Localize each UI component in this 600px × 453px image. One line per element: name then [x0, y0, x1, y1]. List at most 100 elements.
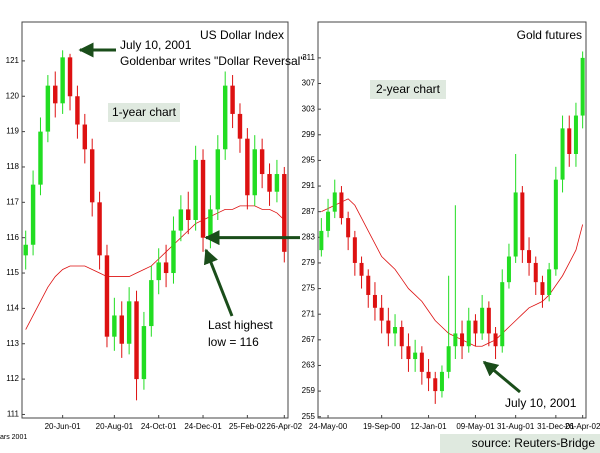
- x-tick-label: 12-Jan-01: [411, 422, 448, 431]
- candle-body: [82, 124, 88, 150]
- y-tick-label: 311: [302, 53, 315, 62]
- label-box: [108, 103, 180, 122]
- y-tick-label: 299: [302, 130, 316, 139]
- candle-body: [126, 301, 132, 344]
- candle-body: [359, 262, 364, 276]
- candle-body: [406, 346, 411, 360]
- y-tick-label: 255: [302, 412, 316, 421]
- annotation: July 10, 2001: [120, 38, 192, 52]
- candle-body: [500, 282, 505, 347]
- chart-title: US Dollar Index: [200, 28, 284, 42]
- candle-body: [230, 85, 235, 114]
- candle-body: [112, 315, 117, 337]
- x-tick-label: 31-Dec-01: [537, 422, 575, 431]
- moving-average: [321, 198, 584, 347]
- annotation: 1-year chart: [112, 105, 177, 119]
- candle-body: [513, 192, 518, 257]
- candle-body: [426, 371, 431, 379]
- candle-body: [60, 57, 65, 104]
- x-tick-label: 19-Sep-00: [363, 422, 401, 431]
- candle-body: [366, 275, 371, 295]
- candle-body: [274, 174, 280, 192]
- footer-box: [440, 434, 600, 453]
- candle-body: [156, 262, 161, 281]
- candle-body: [45, 85, 51, 132]
- candle-body: [326, 211, 331, 231]
- x-tick-label: 31-Aug-01: [497, 422, 535, 431]
- x-tick-label: 26-Apr-02: [565, 422, 600, 431]
- candle-body: [573, 115, 578, 154]
- candle-body: [38, 131, 43, 185]
- candle-body: [186, 209, 191, 220]
- x-tick-label: 24-Dec-01: [184, 422, 222, 431]
- x-tick-label: 25-Feb-02: [229, 422, 266, 431]
- annotation: 2-year chart: [376, 82, 441, 96]
- candle-body: [553, 179, 558, 270]
- y-tick-label: 115: [6, 268, 19, 277]
- annotation: Last highest: [208, 318, 273, 332]
- candle-body: [453, 333, 458, 347]
- candle-body: [480, 307, 485, 334]
- annotation: low = 116: [208, 335, 259, 349]
- candle-body: [393, 327, 398, 334]
- candle-body: [119, 315, 124, 344]
- candle-body: [506, 256, 511, 283]
- y-tick-label: 121: [6, 56, 20, 65]
- candle-body: [89, 149, 95, 203]
- candle-body: [332, 192, 337, 212]
- candle-body: [252, 149, 257, 196]
- candle-body: [473, 320, 478, 334]
- y-tick-label: 111: [7, 410, 20, 419]
- source: source: Reuters-Bridge: [472, 436, 596, 450]
- y-tick-label: 116: [6, 233, 19, 242]
- y-tick-label: 263: [302, 361, 316, 370]
- candle-body: [533, 262, 538, 283]
- label-box: [370, 80, 446, 99]
- y-tick-label: 118: [6, 162, 19, 171]
- annotation: Goldenbar writes "Dollar Reversal": [120, 54, 305, 68]
- candle-body: [339, 192, 344, 219]
- x-tick-label: 20-Aug-01: [96, 422, 134, 431]
- candle-body: [433, 378, 438, 392]
- candle-body: [413, 352, 418, 360]
- candle-body: [171, 230, 176, 274]
- candle-body: [580, 57, 585, 116]
- annotation: ars 2001: [0, 434, 27, 441]
- x-tick-label: 24-May-00: [309, 422, 348, 431]
- candle-body: [379, 307, 384, 321]
- candle-body: [259, 149, 265, 175]
- candle-body: [399, 327, 404, 347]
- y-tick-label: 113: [6, 339, 19, 348]
- candle-body: [75, 96, 80, 125]
- candle-body: [237, 113, 243, 139]
- candle-body: [149, 280, 154, 327]
- y-tick-label: 114: [6, 304, 19, 313]
- candle-body: [215, 149, 221, 210]
- candle-body: [540, 282, 545, 295]
- y-tick-label: 112: [6, 374, 19, 383]
- x-tick-label: 24-Oct-01: [141, 422, 177, 431]
- candle-body: [193, 159, 198, 220]
- candle-body: [245, 138, 250, 196]
- x-tick-label: 26-Apr-02: [267, 422, 303, 431]
- candle-body: [560, 128, 565, 180]
- candle-body: [372, 294, 377, 308]
- y-tick-label: 295: [302, 156, 316, 165]
- candle-body: [134, 301, 139, 380]
- left-frame: [21, 21, 289, 419]
- candle-body: [346, 218, 351, 238]
- candle-body: [319, 230, 324, 251]
- candle-body: [460, 333, 465, 347]
- y-tick-label: 279: [302, 258, 316, 267]
- candle-body: [222, 85, 228, 150]
- candle-body: [178, 209, 184, 231]
- candle-body: [493, 333, 498, 347]
- y-tick-label: 307: [302, 79, 316, 88]
- right-frame: [317, 21, 587, 419]
- candle-body: [419, 352, 424, 372]
- candle-body: [352, 237, 357, 263]
- x-tick-label: 20-Jun-01: [45, 422, 82, 431]
- candle-body: [282, 174, 287, 252]
- candle-body: [208, 209, 213, 238]
